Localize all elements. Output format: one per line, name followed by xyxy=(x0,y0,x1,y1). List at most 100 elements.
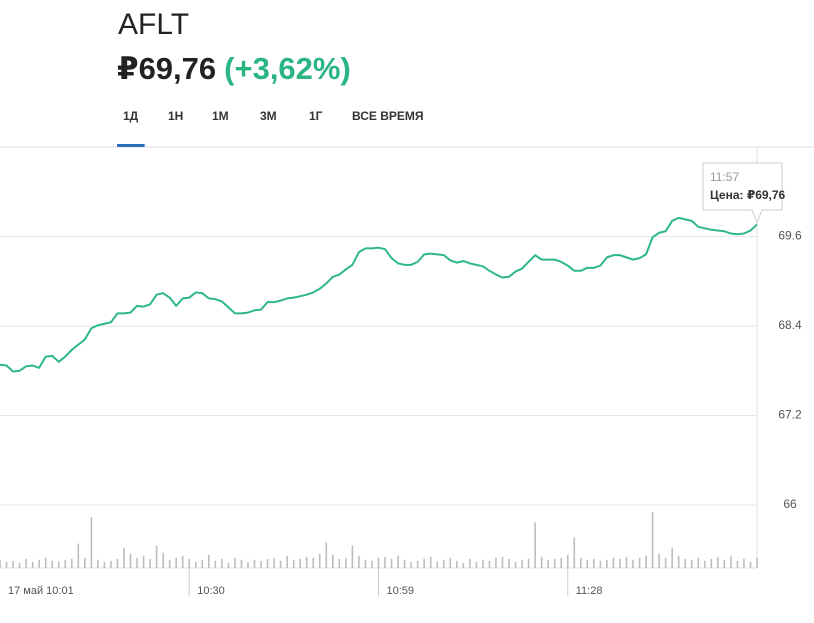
volume-bar xyxy=(736,560,739,568)
volume-bar xyxy=(286,555,288,568)
volume-bar xyxy=(129,553,132,568)
volume-bar xyxy=(103,561,106,568)
tab[interactable]: ВСЕ ВРЕМЯ xyxy=(352,109,424,123)
volume-bar xyxy=(364,559,367,568)
price: ₽69,76 xyxy=(117,51,216,86)
volume-bar xyxy=(573,537,576,568)
volume-bar xyxy=(547,559,549,568)
volume-bar xyxy=(57,561,60,568)
volume-bar xyxy=(429,556,432,568)
tooltip-box xyxy=(702,162,783,224)
volume-bar xyxy=(371,560,373,568)
volume-bar xyxy=(279,560,282,568)
volume-bar xyxy=(436,561,439,568)
y-tick-label: 69.6 xyxy=(778,229,802,243)
price-line: ₽69,76 (+3,62%) xyxy=(117,51,351,86)
volume-bar xyxy=(566,554,569,568)
volume-bar xyxy=(0,559,1,568)
tooltip-time: 11:57 xyxy=(710,170,739,184)
volume-bar xyxy=(201,559,204,568)
volume-bar xyxy=(475,561,478,568)
x-tick-label: 17 май 10:01 xyxy=(8,585,74,597)
volume-bar xyxy=(64,559,67,568)
volume-bar xyxy=(351,545,354,568)
volume-bar xyxy=(697,557,700,568)
volume-bar xyxy=(84,557,86,568)
x-tick-label: 10:30 xyxy=(197,585,225,597)
volume-bar xyxy=(710,558,713,568)
volume-bar xyxy=(619,558,621,568)
volume-bar xyxy=(553,558,556,568)
tab[interactable]: 1Д xyxy=(123,109,139,123)
volume-bar xyxy=(540,556,543,568)
volume-bar xyxy=(423,558,425,568)
tab[interactable]: 1Н xyxy=(168,109,183,123)
volume-bar xyxy=(593,558,595,568)
volume-bar xyxy=(345,557,347,568)
volume-bar xyxy=(743,558,745,568)
volume-bar xyxy=(442,559,445,568)
tab[interactable]: 1М xyxy=(212,109,229,123)
volume-bar xyxy=(514,561,517,568)
x-tick-label: 10:59 xyxy=(387,585,415,597)
volume-bar xyxy=(175,557,177,568)
volume-bar xyxy=(325,542,328,568)
volume-bar xyxy=(612,557,615,568)
volume-bar xyxy=(632,559,634,568)
volume-bar xyxy=(645,555,647,568)
volume-bar xyxy=(625,556,628,568)
volume-bar xyxy=(142,555,145,568)
volume-bar xyxy=(312,557,315,568)
volume-bar xyxy=(580,557,582,568)
volume-bar xyxy=(338,558,341,568)
volume-bar xyxy=(12,560,14,568)
volume-bar xyxy=(756,557,758,568)
price-line xyxy=(0,216,758,373)
volume-bar xyxy=(377,557,380,568)
volume-bar xyxy=(488,560,491,568)
volume-bar xyxy=(599,560,602,568)
tab[interactable]: 1Г xyxy=(309,109,323,123)
volume-bar xyxy=(188,558,191,568)
volume-bar xyxy=(97,559,99,568)
volume-bar xyxy=(358,555,360,568)
volume-bar xyxy=(684,558,687,568)
volume-bar xyxy=(110,560,112,568)
volume-bar xyxy=(508,558,510,568)
volume-bar xyxy=(194,561,197,568)
volume-bar xyxy=(221,558,223,568)
volume-bar xyxy=(123,547,125,568)
volume-bar xyxy=(527,558,530,568)
volume-bar xyxy=(38,559,40,568)
volume-bar xyxy=(671,547,673,568)
volume-bar xyxy=(403,559,406,568)
volume-bar xyxy=(456,560,458,568)
volume-bar xyxy=(240,559,243,568)
volume-bar xyxy=(31,561,34,568)
volume-bar xyxy=(168,559,171,568)
volume-bar xyxy=(234,557,236,568)
volume-bar xyxy=(208,554,210,568)
x-tick-label: 11:28 xyxy=(576,585,603,597)
volume-bar xyxy=(703,560,706,568)
volume-bar xyxy=(318,553,321,568)
volume-bar xyxy=(332,554,334,568)
volume-bar xyxy=(664,557,667,568)
tab-underline xyxy=(117,144,145,147)
volume-bar xyxy=(606,559,608,568)
volume-bar xyxy=(116,558,119,568)
volume-bar xyxy=(658,553,660,568)
volume-bar xyxy=(260,560,262,568)
tooltip-text: Цена: ₽69,76 xyxy=(710,188,786,202)
tab[interactable]: 3М xyxy=(260,109,277,123)
y-tick-label: 68.4 xyxy=(778,318,802,332)
change: (+3,62%) xyxy=(224,51,351,86)
volume-bar xyxy=(677,555,680,568)
volume-bar xyxy=(273,557,275,568)
volume-bar xyxy=(214,560,217,568)
volume-bar xyxy=(5,561,8,568)
volume-bar xyxy=(717,556,719,568)
volume-bar xyxy=(416,560,419,568)
volume-bar xyxy=(521,559,523,568)
volume-bar xyxy=(749,561,752,568)
